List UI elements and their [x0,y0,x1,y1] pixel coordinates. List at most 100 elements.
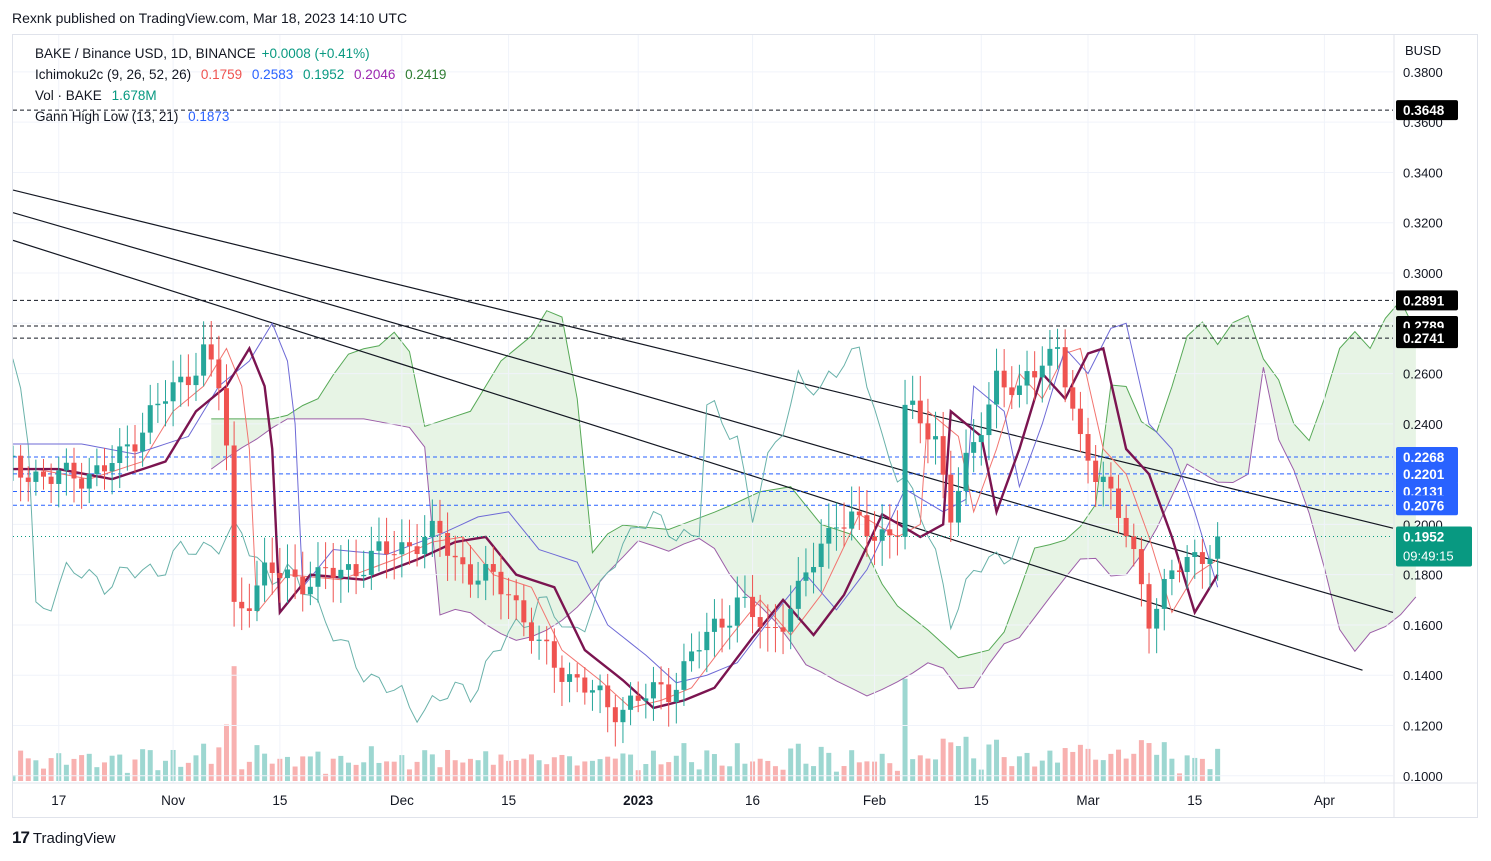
volume-bar [1123,758,1129,781]
candle-body [399,542,405,555]
candle-body [422,536,428,555]
volume-bar [1009,766,1015,781]
volume-bar [734,743,740,781]
ichimoku-label[interactable]: Ichimoku2c (9, 26, 52, 26) [35,67,192,82]
volume-bar [216,747,222,781]
candle-body [368,550,374,575]
volume-bar [1093,759,1099,781]
ichimoku-value-2: 0.2583 [251,67,294,82]
volume-bar [467,758,473,781]
volume-label[interactable]: Vol · BAKE [35,88,102,103]
candle-body [63,462,69,471]
volume-bar [757,758,763,781]
candle-body [795,580,801,609]
candle-body [147,405,153,433]
volume-bar [1138,740,1144,781]
candle-body [1108,476,1114,489]
candle-body [330,567,336,578]
volume-bar [368,746,374,781]
volume-bar [833,771,839,781]
candle-body [284,569,290,579]
candle-body [475,580,481,585]
candle-body [86,473,92,489]
volume-bar [406,769,412,781]
candle-body [910,400,916,405]
volume-bar [963,736,969,781]
volume-bar [185,762,191,781]
candle-body [643,698,649,701]
candle-body [384,541,390,555]
ichimoku-value-3: 0.1952 [302,67,345,82]
candle-body [307,586,313,595]
gann-value: 0.1873 [188,109,230,124]
volume-bar [1161,742,1167,781]
volume-bar [498,754,504,781]
volume-bar [254,745,260,781]
trend-line [13,239,1363,671]
volume-bar [208,763,214,781]
candle-body [574,674,580,678]
volume-bar [1001,757,1007,781]
candle-body [155,403,161,406]
candle-body [140,432,146,452]
candle-body [559,667,565,682]
y-tick-label: 0.1200 [1403,719,1443,734]
footer-brand[interactable]: TradingView [32,829,116,847]
candle-body [109,463,115,472]
x-tick-label: 17 [51,793,66,808]
volume-bar [1146,743,1152,781]
candle-body [750,596,756,618]
candle-body [521,600,527,623]
volume-bar [300,756,306,781]
price-level-tag [1396,100,1458,121]
volume-bar [201,743,207,781]
candle-body [856,511,862,516]
candle-body [1024,371,1030,386]
candle-body [818,543,824,567]
x-tick-label: Feb [863,793,886,808]
candle-body [338,569,344,578]
candle-body [1215,536,1221,559]
candle-body [757,617,763,627]
candle-body [498,571,504,595]
volume-bar [528,754,534,781]
volume-bar [856,762,862,781]
symbol-title[interactable]: BAKE / Binance USD, 1D, BINANCE [35,46,256,61]
candle-body [1093,460,1099,482]
tradingview-logo-icon[interactable]: 17 [12,828,30,847]
last-price-tag [1396,526,1472,567]
y-tick-label: 0.1800 [1403,568,1443,583]
candle-body [223,388,229,446]
volume-bar [711,754,717,781]
candle-body [1009,387,1015,395]
volume-bar [597,759,603,781]
candle-body [582,677,588,693]
volume-bar [643,764,649,781]
volume-bar [559,754,565,781]
candle-body [269,562,275,573]
volume-bar [140,749,146,781]
price-chart[interactable]: BUSD0.10000.12000.14000.16000.18000.2000… [13,35,1477,817]
volume-bar [307,756,313,781]
volume-bar [689,762,695,781]
x-tick-label: Dec [390,793,414,808]
volume-bar [1016,756,1022,781]
candle-body [917,400,923,424]
volume-bar [765,760,771,781]
volume-bar [1169,758,1175,781]
volume-bar [40,768,46,781]
volume-bar [231,666,237,781]
volume-bar [864,761,870,781]
volume-bar [323,773,329,781]
candle-body [216,359,222,389]
volume-bar [193,755,199,781]
volume-bar [246,761,252,781]
volume-bar [910,759,916,781]
candle-body [1184,556,1190,573]
volume-bar [223,724,229,781]
volume-bar [1062,748,1068,781]
candle-body [551,641,557,668]
gann-label[interactable]: Gann High Low (13, 21) [35,109,179,124]
volume-bar [818,746,824,781]
candle-body [742,596,748,598]
